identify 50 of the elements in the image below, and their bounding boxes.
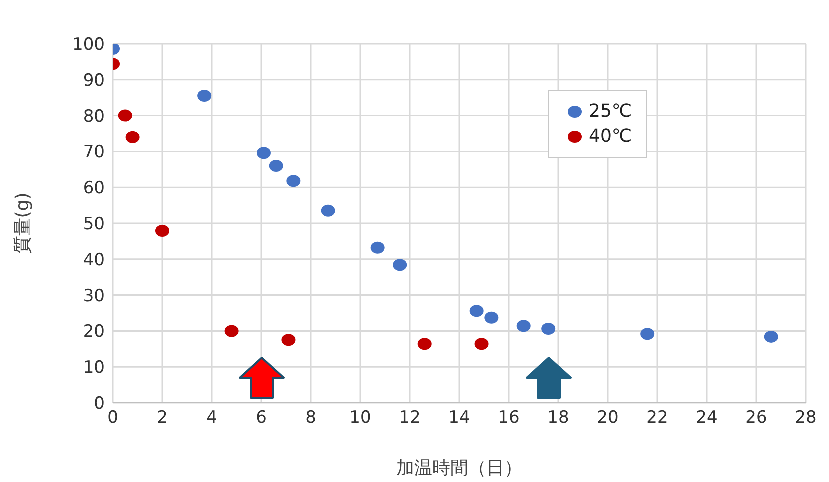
point	[470, 305, 484, 318]
point	[474, 338, 489, 350]
point	[269, 160, 284, 172]
x-tick-label: 4	[206, 408, 218, 428]
x-tick-label: 20	[597, 408, 619, 428]
y-tick-label: 60	[83, 178, 105, 199]
y-tick-label: 0	[94, 394, 105, 414]
point	[286, 175, 301, 188]
x-tick-label: 22	[646, 408, 668, 428]
point	[126, 131, 140, 144]
y-tick-label: 100	[72, 35, 105, 56]
x-axis-title: 加温時間（日）	[396, 458, 522, 479]
y-tick-label: 80	[83, 106, 105, 127]
point	[516, 320, 531, 332]
x-tick-label: 0	[108, 408, 118, 428]
legend-label: 40℃	[589, 126, 632, 147]
y-tick-label: 50	[83, 214, 105, 235]
x-tick-label: 10	[350, 408, 372, 428]
y-axis-title: 質量(g)	[12, 192, 34, 254]
point	[282, 334, 296, 346]
x-tick-label: 12	[399, 408, 421, 428]
point	[764, 330, 778, 343]
point	[198, 90, 212, 102]
point	[118, 110, 132, 122]
y-tick-label: 70	[83, 142, 105, 163]
x-tick-label: 2	[157, 408, 168, 428]
point	[156, 225, 170, 238]
x-tick-label: 18	[548, 408, 570, 428]
legend-label: 25℃	[589, 101, 632, 122]
y-tick-label: 30	[83, 286, 105, 306]
x-tick-label: 8	[306, 408, 316, 428]
y-tick-label: 40	[83, 250, 105, 270]
y-tick-label: 10	[83, 358, 105, 378]
y-tick-label: 90	[83, 70, 105, 91]
point	[484, 312, 499, 324]
point	[224, 325, 239, 338]
x-tick-label: 26	[746, 408, 768, 428]
point	[640, 328, 655, 340]
point	[321, 204, 336, 217]
x-tick-label: 16	[498, 408, 520, 428]
x-tick-label: 24	[696, 408, 718, 428]
point	[370, 242, 385, 254]
x-tick-label: 14	[448, 408, 470, 428]
point	[418, 338, 432, 350]
point	[542, 323, 556, 336]
point	[256, 147, 271, 160]
x-tick-label: 28	[795, 408, 817, 428]
x-tick-label: 6	[256, 408, 267, 428]
y-tick-label: 20	[83, 322, 105, 342]
point	[393, 259, 408, 272]
